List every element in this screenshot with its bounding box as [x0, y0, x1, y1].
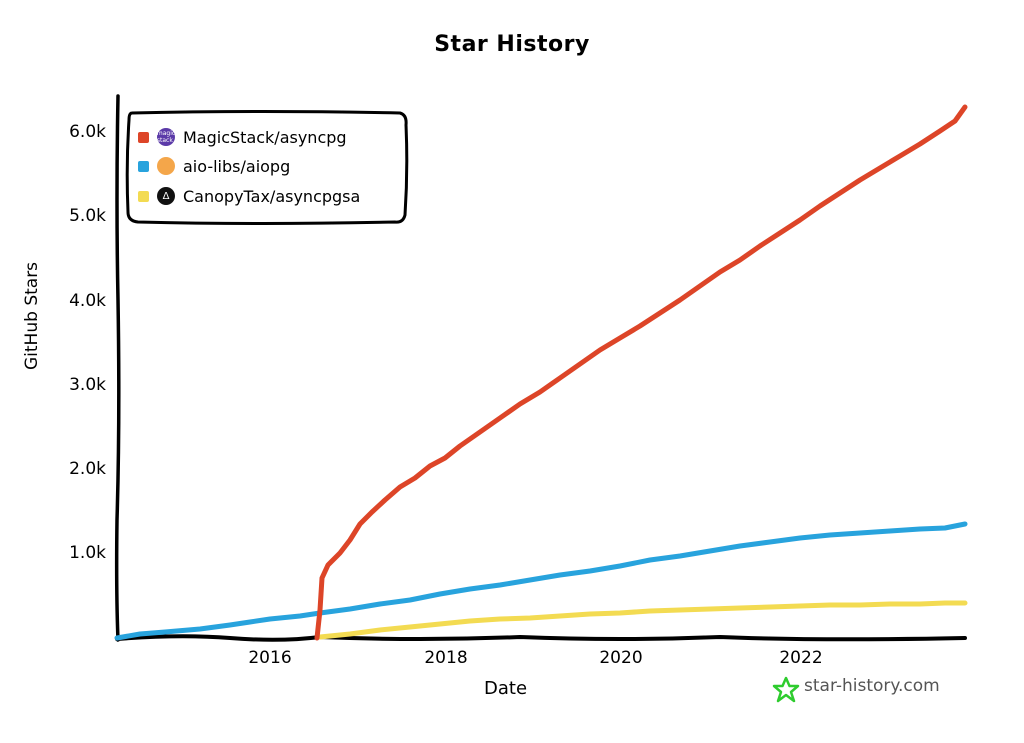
- y-tick-label: 6.0k: [69, 122, 106, 142]
- aio-libs-avatar-icon: [157, 157, 175, 175]
- x-tick-label: 2016: [248, 648, 292, 668]
- magicstack-avatar-icon: magic stack: [156, 128, 176, 146]
- x-axis-line: [115, 634, 967, 642]
- x-tick-label: 2018: [424, 648, 468, 668]
- watermark-text: star-history.com: [804, 676, 940, 696]
- y-tick-label: 2.0k: [69, 459, 106, 479]
- legend-item-asyncpgsa[interactable]: Δ CanopyTax/asyncpgsa: [128, 184, 360, 208]
- y-axis-line: [114, 94, 121, 642]
- x-tick-label: 2022: [779, 648, 823, 668]
- y-axis-label: GitHub Stars: [22, 261, 42, 370]
- canopytax-avatar-icon: Δ: [157, 187, 175, 205]
- x-tick-label: 2020: [599, 648, 643, 668]
- legend-label: CanopyTax/asyncpgsa: [183, 186, 361, 206]
- legend-swatch: [138, 160, 149, 172]
- watermark[interactable]: star-history.com: [770, 676, 940, 696]
- legend-swatch: [138, 131, 149, 143]
- legend-item-aiopg[interactable]: aio-libs/aiopg: [128, 154, 290, 178]
- series-line-aiopg: [114, 521, 968, 641]
- legend: magic stack MagicStack/asyncpg aio-libs/…: [128, 112, 406, 222]
- legend-label: MagicStack/asyncpg: [183, 127, 347, 147]
- legend-label: aio-libs/aiopg: [183, 156, 291, 176]
- legend-item-asyncpg[interactable]: magic stack MagicStack/asyncpg: [128, 125, 347, 149]
- y-tick-label: 5.0k: [69, 206, 106, 226]
- y-tick-label: 3.0k: [69, 375, 106, 395]
- chart-title: Star History: [434, 32, 590, 57]
- x-axis-label: Date: [484, 678, 528, 699]
- y-tick-label: 4.0k: [69, 291, 106, 311]
- legend-box: [125, 110, 409, 225]
- legend-swatch: [138, 190, 149, 202]
- y-tick-label: 1.0k: [69, 543, 106, 563]
- series-line-asyncpg: [314, 104, 968, 641]
- star-outline-icon: [772, 676, 800, 703]
- series-line-asyncpgsa: [317, 600, 968, 640]
